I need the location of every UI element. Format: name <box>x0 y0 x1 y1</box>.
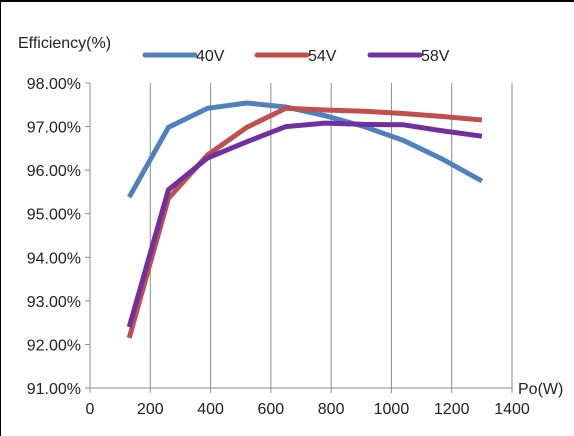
y-tick-label: 93.00% <box>27 294 81 311</box>
series-lines <box>126 100 484 339</box>
x-tick-label: 400 <box>197 401 224 418</box>
y-tick-label: 97.00% <box>27 120 81 137</box>
x-tick-label: 0 <box>86 401 95 418</box>
y-tick-label: 92.00% <box>27 337 81 354</box>
x-axis-label: Po(W) <box>518 381 563 398</box>
x-tick-label: 200 <box>137 401 164 418</box>
x-tick-label: 1200 <box>434 401 470 418</box>
series-line-58V <box>126 120 483 328</box>
tick-labels: 0 200 400 600 800 1000 1200 1400 91.00% 92.00% 93.… <box>27 76 530 418</box>
y-tick-label: 95.00% <box>27 207 81 224</box>
axes <box>89 83 512 389</box>
legend-label-58V: 58V <box>421 48 450 65</box>
x-tick-label: 800 <box>318 401 345 418</box>
y-tick-label: 96.00% <box>27 163 81 180</box>
y-tick-label: 91.00% <box>27 381 81 398</box>
x-tick-label: 1400 <box>494 401 530 418</box>
x-tick-label: 600 <box>258 401 285 418</box>
series-line-54V <box>126 105 483 339</box>
x-tick-label: 1000 <box>374 401 410 418</box>
y-axis-label: Efficiency(%) <box>18 35 111 52</box>
legend: 40V 54V 58V <box>142 48 450 65</box>
legend-label-40V: 40V <box>196 48 225 65</box>
y-tick-label: 94.00% <box>27 250 81 267</box>
legend-label-54V: 54V <box>308 48 337 65</box>
y-tick-label: 98.00% <box>27 76 81 93</box>
